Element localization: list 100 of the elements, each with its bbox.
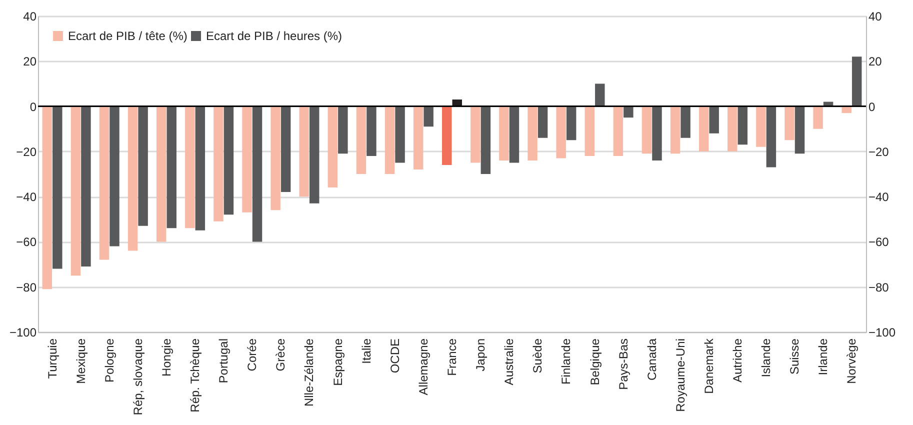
bar	[538, 106, 548, 138]
bar	[384, 106, 395, 174]
x-tick-label: Nlle-Zélande	[302, 338, 316, 407]
bar	[852, 56, 862, 106]
bar	[338, 106, 348, 154]
bar	[310, 106, 320, 204]
bar	[185, 106, 195, 228]
bar	[480, 106, 491, 174]
x-tick-label: Espagne	[330, 338, 345, 386]
x-tick-label: Grèce	[274, 338, 288, 372]
bar	[794, 106, 805, 154]
bar	[442, 106, 452, 165]
bar	[42, 106, 52, 290]
x-tick-label: Pologne	[102, 338, 116, 383]
bar	[595, 84, 605, 106]
y2-tick-label: −100	[868, 326, 896, 340]
x-tick-label: Suède	[530, 338, 545, 374]
x-tick-label: Japon	[474, 338, 488, 372]
bar	[709, 106, 719, 134]
bar	[366, 106, 376, 156]
bar	[738, 106, 748, 145]
y2-tick-label: −40	[868, 190, 890, 204]
bar	[556, 106, 566, 158]
y2-tick-label: 20	[868, 54, 882, 69]
bar	[299, 106, 309, 197]
x-tick-label: Finlande	[559, 338, 574, 385]
x-tick-label: Royaume-Uni	[673, 338, 688, 412]
bar	[195, 106, 206, 230]
x-tick-label: Australie	[502, 338, 516, 386]
x-tick-label: OCDE	[388, 338, 402, 374]
y-tick-label: 40	[23, 10, 37, 24]
bar	[652, 106, 662, 160]
y-tick-label: −60	[16, 235, 37, 250]
bar	[584, 106, 594, 156]
y-tick-label: −80	[16, 280, 37, 294]
bar	[499, 106, 509, 160]
bar	[528, 106, 538, 160]
bar	[242, 106, 252, 212]
bar	[766, 106, 776, 168]
x-tick-label: Turquie	[45, 338, 60, 379]
bar	[356, 106, 366, 174]
bar	[395, 106, 405, 163]
y-tick-label: 0	[30, 100, 37, 114]
bar	[280, 106, 291, 192]
bar	[128, 106, 138, 251]
x-tick-label: Pays-Bas	[616, 338, 630, 390]
bar	[70, 106, 81, 276]
y2-tick-label: −20	[868, 144, 890, 159]
x-tick-label: Rép, slovaque	[130, 338, 145, 416]
y-tick-label: −100	[9, 326, 37, 340]
x-tick-label: Allemagne	[416, 338, 430, 396]
bar	[166, 106, 176, 228]
bar	[214, 106, 224, 222]
bar	[110, 106, 120, 246]
x-tick-label: Portugal	[216, 338, 231, 384]
x-tick-label: Canada	[644, 338, 659, 381]
bar	[842, 106, 852, 114]
bar	[81, 106, 91, 267]
bar	[680, 106, 690, 138]
x-tick-label: Mexique	[74, 338, 88, 384]
bar	[613, 106, 624, 156]
bar	[156, 106, 166, 242]
bar	[99, 106, 110, 260]
x-tick-label: Rép. Tchèque	[188, 338, 202, 412]
x-tick-label: Belgique	[588, 338, 602, 386]
bar	[624, 106, 634, 118]
y2-tick-label: 40	[868, 10, 882, 24]
x-tick-label: Corée	[245, 338, 260, 372]
bar	[424, 106, 434, 127]
x-tick-label: Irlande	[816, 338, 830, 376]
x-tick-label: Danemark	[702, 338, 716, 394]
bar	[566, 106, 576, 140]
bar	[728, 106, 738, 152]
bar	[784, 106, 794, 140]
y-tick-label: −40	[16, 190, 37, 204]
bar	[413, 106, 424, 170]
x-tick-label: Islande	[759, 338, 774, 378]
bar	[670, 106, 680, 154]
bar	[470, 106, 480, 163]
bar	[138, 106, 148, 226]
bar	[270, 106, 280, 210]
y2-tick-label: −80	[868, 280, 890, 294]
legend-label: Ecart de PIB / tête (%)	[68, 29, 188, 43]
bar	[642, 106, 652, 154]
x-tick-label: France	[445, 338, 459, 376]
bar	[328, 106, 338, 188]
y2-tick-label: 0	[868, 100, 876, 114]
x-tick-label: Norvège	[844, 338, 859, 384]
bar	[52, 106, 62, 269]
x-tick-label: Autriche	[730, 338, 745, 383]
y-tick-label: −20	[16, 144, 37, 159]
bar	[698, 106, 709, 152]
x-tick-label: Italie	[359, 338, 374, 364]
bar	[224, 106, 234, 215]
y2-tick-label: −60	[868, 235, 890, 250]
x-tick-label: Suisse	[788, 338, 802, 375]
bar	[756, 106, 766, 147]
y-tick-label: 20	[23, 54, 37, 69]
legend-label: Ecart de PIB / heures (%)	[206, 29, 342, 43]
bar	[509, 106, 520, 163]
